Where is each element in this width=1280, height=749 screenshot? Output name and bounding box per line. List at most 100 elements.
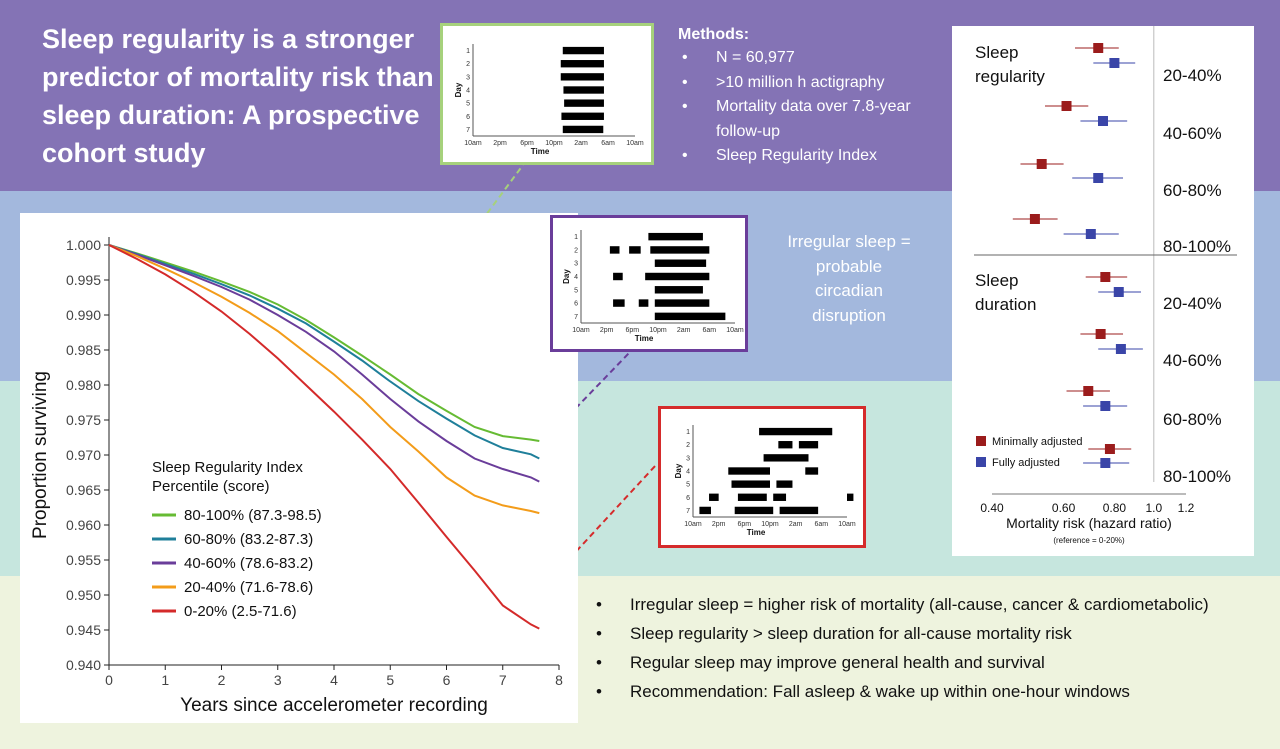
hazard-ratio-point [1100, 401, 1111, 411]
actogram-day-label: 2 [686, 442, 690, 449]
hazard-ratio-point [1100, 272, 1111, 282]
circadian-callout: Irregular sleep = probable circadian dis… [787, 232, 911, 325]
sleep-bout-bar [563, 86, 604, 94]
actogram-irregular: 1 2 3 4 5 6 7 10am 2pm 6pm 10pm 2am 6am 10am Time Day [674, 425, 856, 537]
y-tick-label: 0.975 [66, 412, 101, 428]
actogram-day-label: 6 [686, 495, 690, 502]
actogram-regular: 1 2 3 4 5 6 7 10am 2pm 6pm 10pm 2am 6am 10am Time Day [454, 44, 644, 156]
actogram-time-label: 10am [626, 140, 644, 147]
actogram-time-label: 6pm [626, 327, 640, 334]
actogram-y-title: Day [562, 269, 571, 284]
actogram-time-label: 2pm [712, 521, 726, 528]
x-tick-label: 1.2 [1178, 501, 1195, 515]
y-tick-label: 0.950 [66, 587, 101, 603]
actogram-day-label: 5 [686, 482, 690, 489]
actogram-x-title: Time [531, 147, 550, 156]
y-tick-label: 0.940 [66, 657, 101, 673]
hazard-ratio-point [1085, 229, 1096, 239]
sleep-bout-bar [805, 467, 819, 475]
sleep-bout-bar [654, 259, 707, 267]
y-tick-label: 0.995 [66, 272, 101, 288]
y-tick-label: 0.970 [66, 447, 101, 463]
forest-row-label: 80-100% [1163, 237, 1231, 256]
methods-item: Sleep Regularity Index [678, 144, 938, 169]
actogram-time-label: 10am [464, 140, 482, 147]
hazard-ratio-point [1104, 444, 1115, 454]
sleep-bout-bar [564, 99, 604, 107]
actogram-day-label: 7 [574, 314, 578, 321]
actogram-regular-inset: 1 2 3 4 5 6 7 10am 2pm 6pm 10pm 2am 6am 10am Time Day [440, 23, 654, 165]
survival-series-line [108, 244, 540, 515]
sleep-bout-bar [609, 246, 620, 254]
methods-item: Mortality data over 7.8-year follow-up [678, 95, 938, 144]
actogram-day-label: 5 [466, 101, 470, 108]
sleep-bout-bar [562, 46, 604, 55]
conclusions-list: Irregular sleep = higher risk of mortali… [596, 590, 1276, 706]
x-tick-label: 0 [105, 672, 113, 688]
forest-row-label: 60-80% [1163, 410, 1222, 429]
actogram-time-label: 2am [789, 521, 803, 528]
y-tick-label: 0.965 [66, 482, 101, 498]
forest-group-label: Sleep [975, 43, 1018, 62]
legend-entry: Minimally adjusted [992, 436, 1082, 448]
forest-row-label: 40-60% [1163, 351, 1222, 370]
actogram-moderate: 1 2 3 4 5 6 7 10am 2pm 6pm 10pm 2am 6am 10am Time Day [562, 230, 744, 343]
legend-entry: 80-100% (87.3-98.5) [184, 507, 322, 524]
legend-entry: 20-40% (71.6-78.6) [184, 579, 313, 596]
y-axis-title: Proportion surviving [30, 371, 51, 539]
sleep-bout-bar [734, 506, 774, 515]
actogram-y-title: Day [454, 82, 463, 97]
y-tick-label: 0.980 [66, 377, 101, 393]
actogram-day-label: 3 [574, 261, 578, 268]
forest-row-label: 40-60% [1163, 124, 1222, 143]
x-tick-label: 3 [274, 672, 282, 688]
legend-entry: Fully adjusted [992, 457, 1060, 469]
conclusion-item: Irregular sleep = higher risk of mortali… [596, 590, 1276, 619]
hazard-ratio-point [1083, 386, 1094, 396]
sleep-bout-bar [613, 299, 625, 307]
sleep-bout-bar [561, 112, 604, 120]
x-tick-label: 2 [218, 672, 226, 688]
actogram-day-label: 4 [466, 88, 470, 95]
methods-heading: Methods: [678, 26, 750, 43]
hazard-ratio-point [1061, 101, 1072, 111]
survival-chart: 1.000 0.995 0.990 0.985 0.980 0.975 0.970 0.965… [30, 237, 563, 716]
actogram-time-label: 10am [572, 327, 590, 334]
sleep-bout-bar [773, 493, 787, 501]
legend-title: Sleep Regularity Index [152, 459, 303, 476]
sleep-bout-bar [629, 246, 641, 254]
legend-entry: 60-80% (83.2-87.3) [184, 531, 313, 548]
x-axis-title: Years since accelerometer recording [180, 695, 488, 716]
legend-swatch [976, 436, 986, 446]
actogram-time-label: 6am [703, 327, 717, 334]
actogram-day-label: 7 [466, 127, 470, 134]
methods-item: N = 60,977 [678, 46, 938, 71]
legend-entry: 0-20% (2.5-71.6) [184, 603, 297, 620]
sleep-bout-bar [648, 232, 703, 241]
actogram-day-label: 2 [466, 61, 470, 68]
conclusion-item: Recommendation: Fall asleep & wake up wi… [596, 677, 1276, 706]
sleep-bout-bar [778, 441, 793, 449]
sleep-bout-bar [709, 493, 719, 501]
actogram-time-label: 6am [601, 140, 615, 147]
y-tick-label: 0.955 [66, 552, 101, 568]
actogram-day-label: 1 [574, 234, 578, 241]
hazard-ratio-point [1109, 58, 1120, 68]
actogram-x-title: Time [635, 334, 654, 343]
y-tick-label: 0.985 [66, 342, 101, 358]
sleep-bout-bar [731, 480, 770, 488]
forest-row-label: 60-80% [1163, 181, 1222, 200]
hazard-ratio-point [1036, 159, 1047, 169]
x-tick-label: 7 [499, 672, 507, 688]
actogram-day-label: 3 [466, 74, 470, 81]
sleep-bout-bar [759, 427, 833, 436]
reference-note: (reference = 0-20%) [1053, 536, 1125, 545]
actogram-moderate-inset: 1 2 3 4 5 6 7 10am 2pm 6pm 10pm 2am 6am 10am Time Day [550, 215, 748, 352]
sleep-bout-bar [645, 272, 710, 281]
actogram-day-label: 6 [574, 301, 578, 308]
x-tick-label: 0.60 [1052, 501, 1076, 515]
sleep-bout-bar [654, 299, 710, 307]
sleep-bout-bar [847, 493, 854, 501]
sleep-bout-bar [699, 506, 711, 515]
hazard-ratio-point [1093, 43, 1104, 53]
